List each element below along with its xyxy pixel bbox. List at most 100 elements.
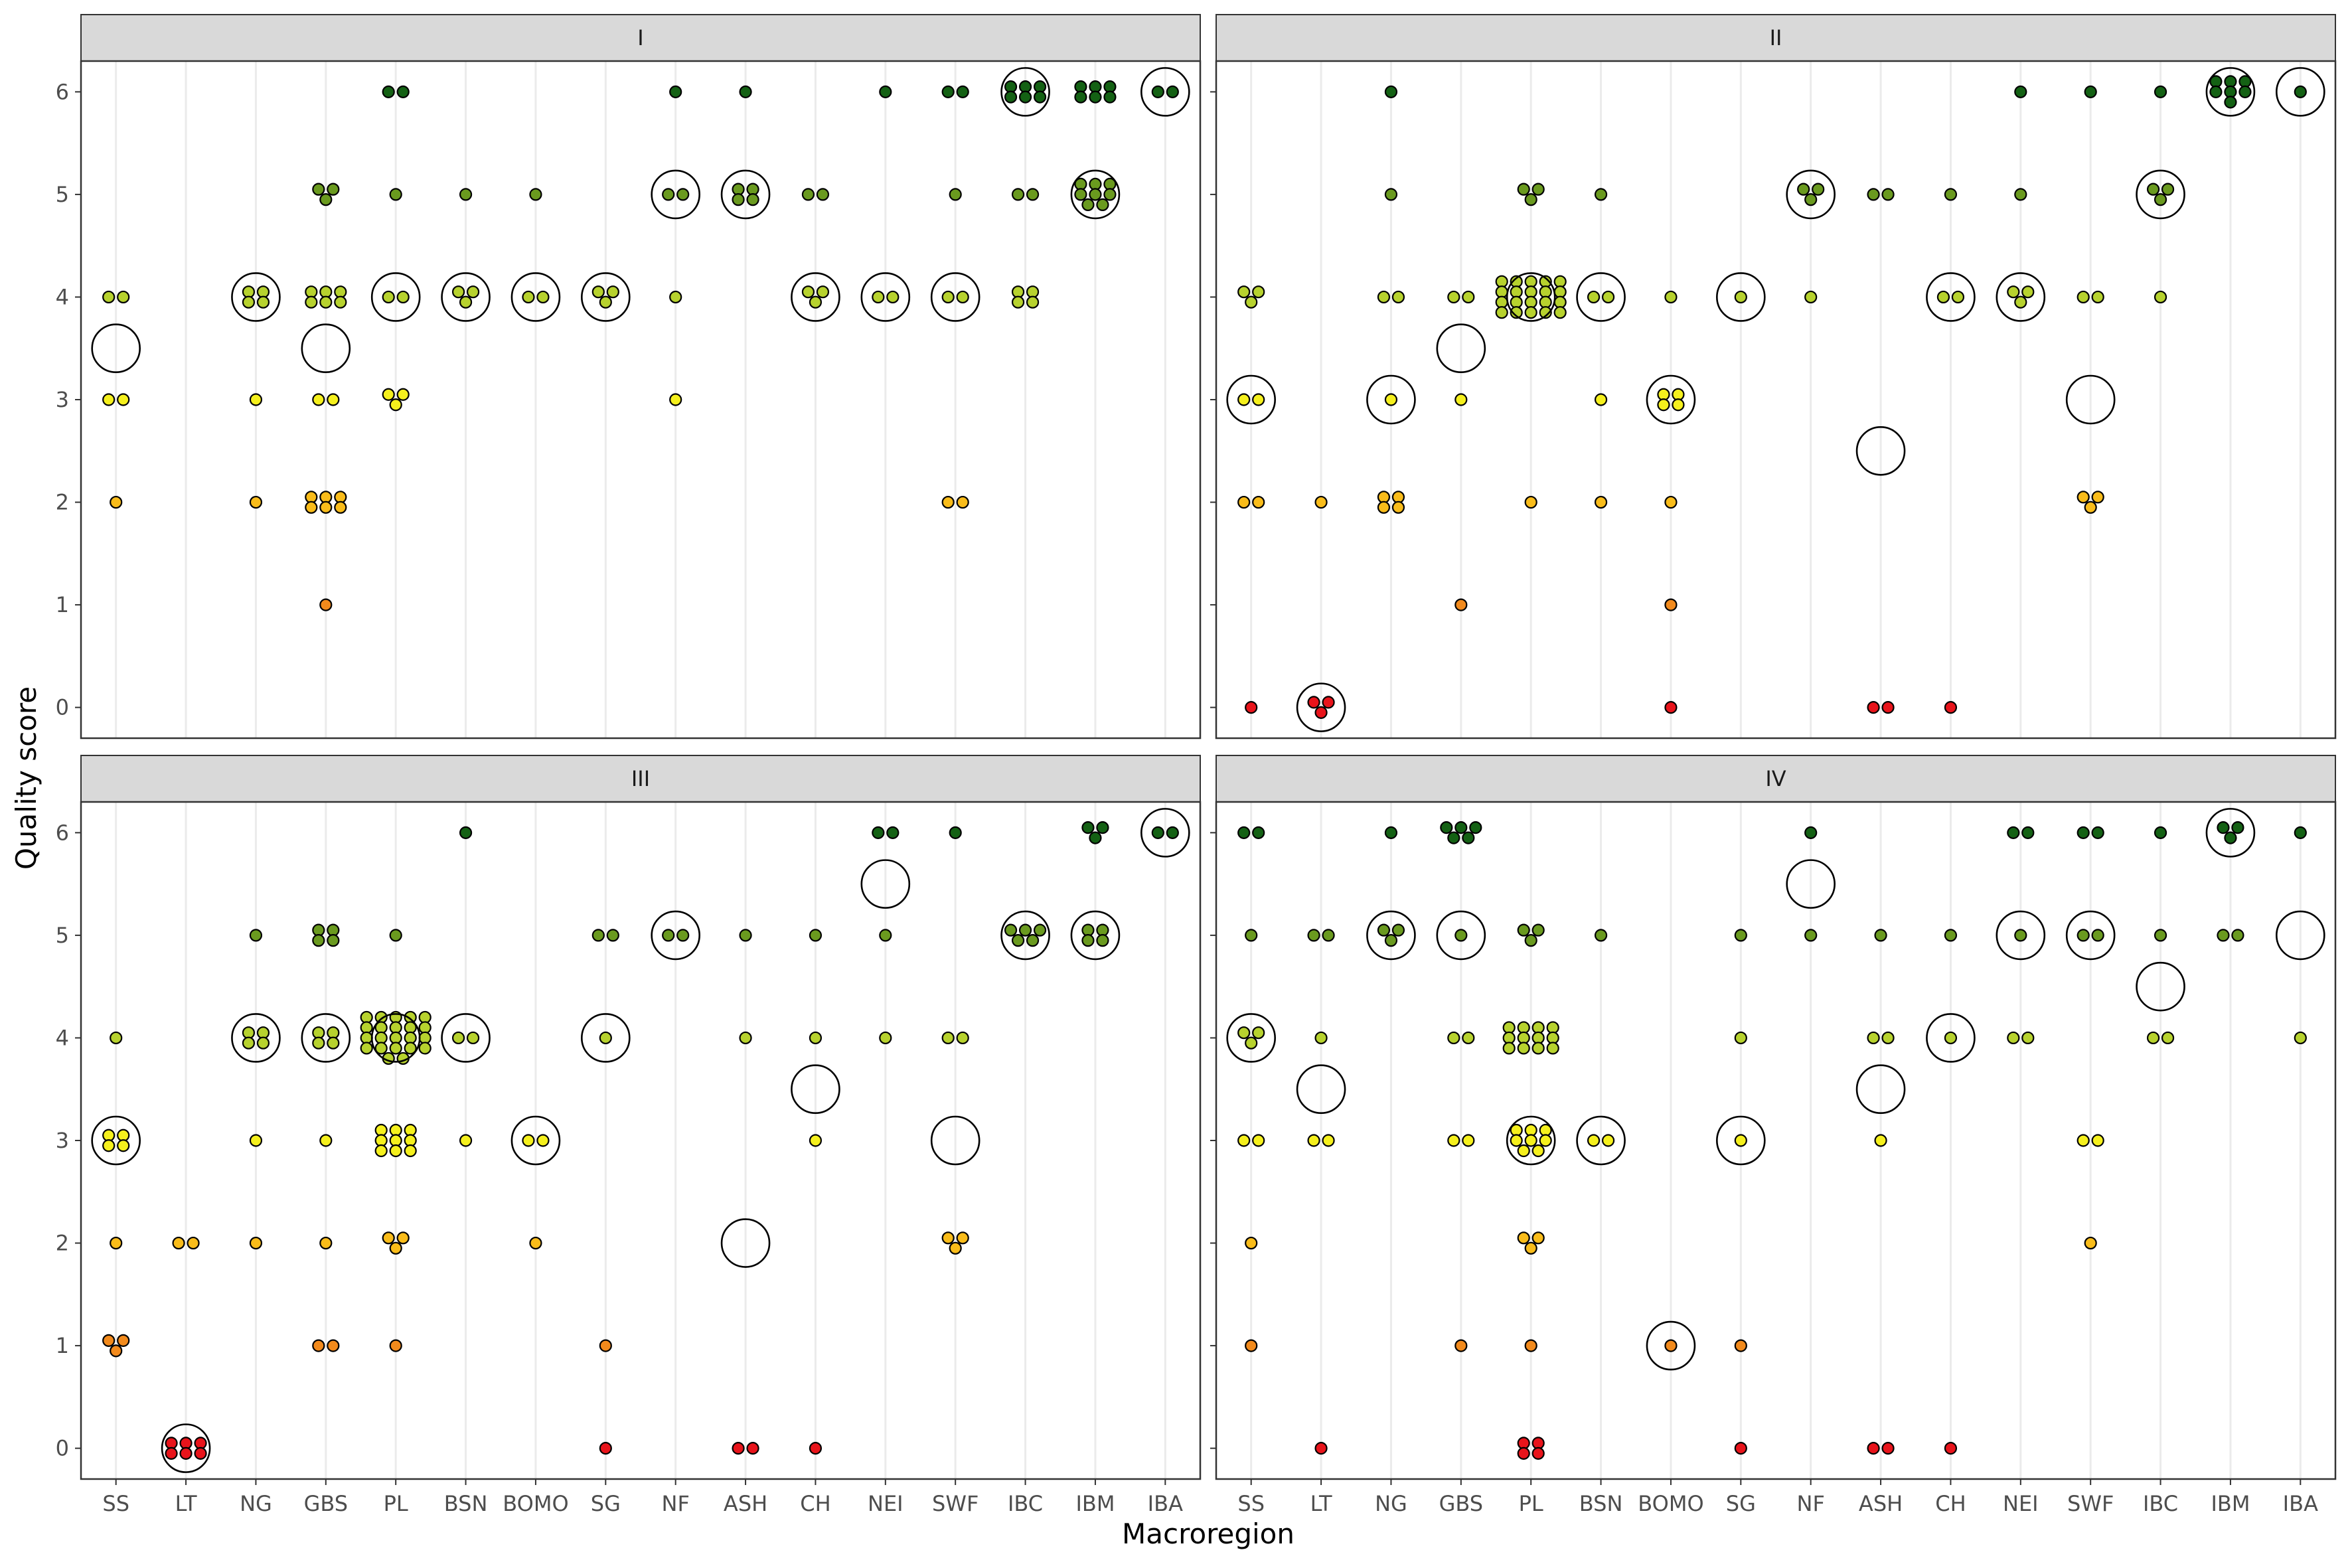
y-tick-label: 1 [56, 592, 69, 617]
data-point [1594, 929, 1608, 942]
data-point [801, 188, 815, 201]
data-point [941, 1231, 955, 1245]
data-point [879, 929, 892, 942]
plot-background [1216, 61, 2335, 738]
data-point [732, 1442, 745, 1455]
data-point [1944, 1442, 1958, 1455]
data-point [360, 1042, 373, 1055]
data-point [1812, 183, 1825, 196]
data-point [327, 183, 340, 196]
data-point [2154, 290, 2167, 304]
data-point [389, 1241, 402, 1255]
data-point [1462, 290, 1475, 304]
data-point [2238, 85, 2252, 98]
data-point [256, 1036, 270, 1050]
data-point [1237, 495, 1251, 509]
x-tick-label: GBS [1439, 1491, 1484, 1516]
data-point [1804, 826, 1818, 839]
data-point [1531, 183, 1545, 196]
y-tick-label: 5 [56, 182, 69, 207]
data-point [1881, 1031, 1895, 1045]
data-point [466, 1031, 480, 1045]
data-point [941, 495, 955, 509]
data-point [466, 285, 480, 299]
data-point [2217, 821, 2230, 834]
data-point [1664, 495, 1678, 509]
mean-marker [1436, 323, 1486, 374]
data-point [2077, 826, 2090, 839]
data-point [1517, 183, 1530, 196]
data-point [319, 193, 333, 206]
y-tick-label: 2 [56, 490, 69, 515]
data-point [2146, 183, 2160, 196]
data-point [1495, 306, 1508, 319]
mean-marker [91, 1115, 141, 1166]
mean-marker [581, 272, 631, 322]
data-point [529, 188, 542, 201]
data-point [1524, 1134, 1537, 1147]
data-point [669, 85, 682, 98]
data-point [956, 290, 969, 304]
data-point [459, 1134, 473, 1147]
x-tick-label: CH [1935, 1491, 1966, 1516]
data-point [1454, 821, 1468, 834]
data-point [312, 934, 325, 947]
data-point [941, 85, 955, 98]
data-point [2091, 929, 2104, 942]
data-point [396, 388, 410, 401]
data-point [1517, 1144, 1530, 1158]
x-tick-label: NF [662, 1491, 690, 1516]
mean-marker [1646, 374, 1696, 425]
facet-strip [80, 755, 1201, 803]
data-point [2154, 929, 2167, 942]
mean-marker [1296, 1064, 1346, 1115]
x-tick-label: SWF [932, 1491, 979, 1516]
mean-marker [2276, 67, 2325, 117]
data-point [1601, 290, 1615, 304]
data-point [396, 85, 410, 98]
data-point [879, 1031, 892, 1045]
data-point [1517, 1447, 1530, 1460]
data-point [110, 1236, 123, 1250]
data-point [1004, 923, 1018, 937]
data-point [165, 1447, 178, 1460]
data-point [591, 929, 605, 942]
data-point [249, 1134, 263, 1147]
data-point [2021, 1031, 2035, 1045]
data-point [327, 1036, 340, 1050]
data-point [1944, 188, 1958, 201]
data-point [662, 188, 675, 201]
data-point [809, 929, 823, 942]
data-point [1026, 934, 1040, 947]
data-point [319, 598, 333, 611]
data-point [1252, 285, 1265, 299]
data-point [1944, 929, 1958, 942]
data-point [110, 1344, 123, 1358]
data-point [1322, 696, 1335, 709]
data-point [529, 1236, 542, 1250]
data-point [305, 501, 318, 514]
data-point [249, 495, 263, 509]
data-point [396, 290, 410, 304]
data-point [1245, 1036, 1258, 1050]
y-tick-label: 5 [56, 923, 69, 948]
data-point [2231, 821, 2244, 834]
data-point [110, 495, 123, 509]
data-point [1391, 501, 1405, 514]
plot-background [1216, 802, 2335, 1479]
data-point [1734, 929, 1747, 942]
data-point [1867, 1031, 1880, 1045]
data-point [1867, 701, 1880, 714]
mean-marker [2136, 169, 2185, 220]
data-point [382, 1231, 395, 1245]
mean-marker [510, 272, 561, 322]
data-point [2224, 831, 2237, 844]
data-point [1245, 295, 1258, 309]
data-point [451, 1031, 465, 1045]
data-point [312, 393, 325, 406]
data-point [327, 393, 340, 406]
data-point [1881, 701, 1895, 714]
facet-strip [1215, 14, 2336, 62]
x-tick-label: BOMO [503, 1491, 568, 1516]
